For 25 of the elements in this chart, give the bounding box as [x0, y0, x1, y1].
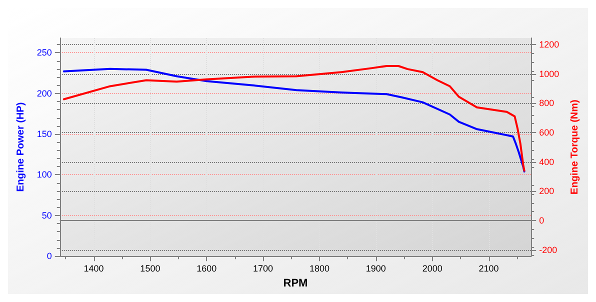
x-tick-label: 1800: [309, 264, 330, 274]
y-tick-label: 250: [36, 48, 52, 58]
y2-axis-title: Engine Torque (Nm): [570, 100, 580, 194]
y2-tick-label: 1200: [539, 40, 560, 50]
y2-tick-label: 200: [539, 186, 554, 196]
y2-tick-label: 400: [539, 156, 554, 167]
y-tick-label: 150: [36, 129, 52, 140]
y-axis-title: Engine Power (HP): [16, 102, 26, 192]
x-tick-label: 1700: [253, 264, 274, 274]
y-tick-label: 200: [36, 88, 52, 98]
y2-tick-label: -200: [539, 244, 558, 255]
x-tick-label: 1400: [84, 264, 104, 274]
x-tick-label: 2100: [478, 264, 499, 274]
x-tick-label: 1900: [366, 264, 386, 274]
x-tick-label: 1500: [140, 264, 160, 274]
x-tick-label: 1600: [196, 264, 217, 274]
x-axis-title: RPM: [283, 278, 308, 290]
y-tick-label: 0: [46, 251, 52, 262]
y2-tick-label: 1000: [539, 68, 560, 79]
y2-tick-label: 600: [539, 128, 554, 138]
y-tick-label: 50: [42, 210, 52, 220]
y2-tick-label: 0: [539, 215, 544, 226]
y2-tick-label: 800: [539, 98, 554, 108]
x-tick-label: 2000: [422, 264, 442, 274]
y-tick-label: 100: [36, 170, 52, 180]
